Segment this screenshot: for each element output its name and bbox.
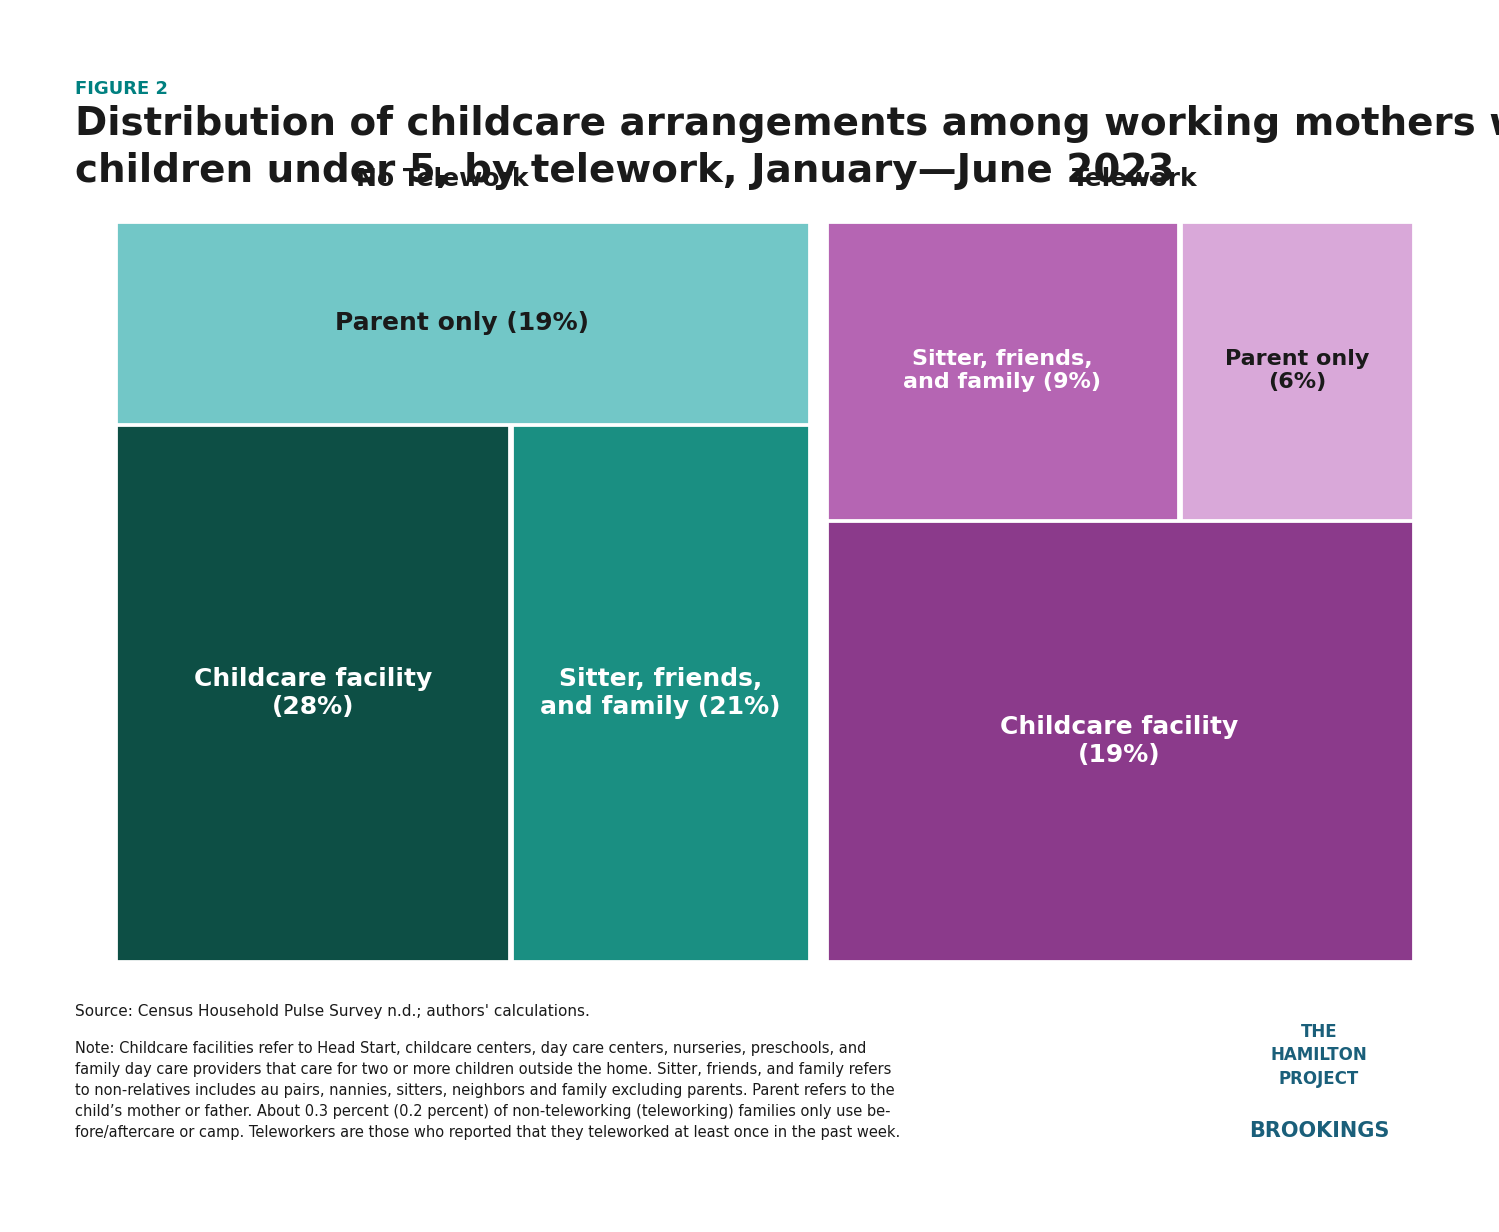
FancyBboxPatch shape [1181, 222, 1412, 520]
Text: BROOKINGS: BROOKINGS [1249, 1121, 1390, 1141]
FancyBboxPatch shape [117, 222, 808, 424]
FancyBboxPatch shape [513, 425, 808, 961]
Text: Source: Census Household Pulse Survey n.d.; authors' calculations.: Source: Census Household Pulse Survey n.… [75, 1004, 589, 1019]
FancyBboxPatch shape [117, 425, 510, 961]
Text: Parent only
(6%): Parent only (6%) [1225, 349, 1369, 392]
FancyBboxPatch shape [826, 222, 1178, 520]
Text: FIGURE 2: FIGURE 2 [75, 80, 168, 99]
Text: Sitter, friends,
and family (9%): Sitter, friends, and family (9%) [904, 349, 1102, 392]
Text: Sitter, friends,
and family (21%): Sitter, friends, and family (21%) [540, 667, 781, 719]
Text: Childcare facility
(19%): Childcare facility (19%) [1000, 715, 1238, 768]
Text: Parent only (19%): Parent only (19%) [336, 310, 589, 335]
Text: Childcare facility
(28%): Childcare facility (28%) [193, 667, 432, 719]
Text: Distribution of childcare arrangements among working mothers with
children under: Distribution of childcare arrangements a… [75, 105, 1499, 190]
Text: THE
HAMILTON
PROJECT: THE HAMILTON PROJECT [1271, 1023, 1367, 1088]
Text: Telework: Telework [1072, 168, 1198, 191]
Text: Note: Childcare facilities refer to Head Start, childcare centers, day care cent: Note: Childcare facilities refer to Head… [75, 1041, 901, 1140]
Text: No Telework: No Telework [355, 168, 529, 191]
FancyBboxPatch shape [826, 521, 1412, 961]
